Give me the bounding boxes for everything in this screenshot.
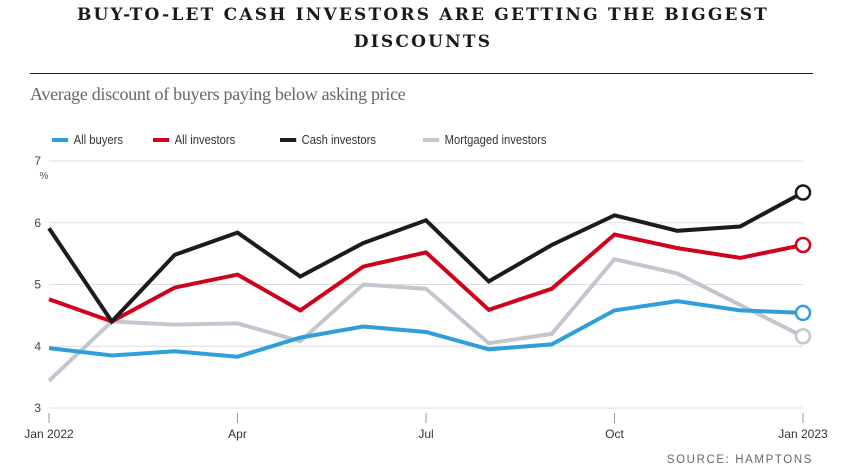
x-tick-label: Apr	[228, 427, 247, 441]
x-tick-label: Oct	[605, 427, 624, 441]
legend-item-all-buyers: All buyers	[52, 133, 123, 147]
source-note: SOURCE: HAMPTONS	[666, 454, 813, 466]
x-tick-label: Jan 2023	[778, 427, 828, 441]
end-marker-mortgaged-investors	[794, 328, 812, 345]
series-line-mortgaged-investors	[47, 256, 804, 383]
series-line-cash-investors	[47, 190, 804, 325]
chart-subtitle: Average discount of buyers paying below …	[30, 84, 406, 104]
y-tick-label: 3	[34, 401, 41, 415]
legend-label: All buyers	[73, 133, 124, 147]
legend-swatch-cash-investors	[280, 138, 297, 142]
legend-label: Mortgaged investors	[444, 133, 547, 147]
gridlines	[49, 160, 803, 409]
legend-item-all-investors: All investors	[153, 133, 235, 147]
y-tick-label: 5	[34, 278, 41, 292]
series-line-all-buyers	[48, 299, 804, 359]
legend-label: All investors	[174, 133, 236, 147]
y-axis-unit: %	[40, 171, 49, 182]
legend-swatch-all-buyers	[52, 138, 69, 142]
legend-swatch-all-investors	[153, 138, 170, 142]
title-divider	[30, 73, 813, 74]
end-marker-cash-investors	[794, 184, 812, 201]
legend-item-mortgaged-investors: Mortgaged investors	[423, 133, 547, 147]
end-marker-all-buyers	[794, 304, 812, 322]
x-tick-label: Jan 2022	[24, 427, 74, 441]
y-axis: 3 4 5 6 7%	[34, 154, 48, 415]
series-lines	[47, 190, 804, 383]
end-marker-all-investors	[794, 236, 812, 254]
y-tick-label: 4	[34, 339, 41, 353]
legend-item-cash-investors: Cash investors	[280, 133, 376, 147]
chart-title: BUY-TO-LET CASH INVESTORS ARE GETTING TH…	[76, 5, 770, 52]
y-tick-label: 6	[34, 216, 41, 230]
x-tick-label: Jul	[418, 427, 433, 441]
y-tick-label: 7	[34, 154, 41, 168]
legend-label: Cash investors	[301, 133, 377, 147]
series-line-all-investors	[48, 232, 804, 324]
x-axis: Jan 2022 Apr Jul Oct Jan 2023	[24, 413, 828, 441]
end-markers	[794, 184, 812, 345]
legend-swatch-mortgaged-investors	[423, 138, 440, 142]
